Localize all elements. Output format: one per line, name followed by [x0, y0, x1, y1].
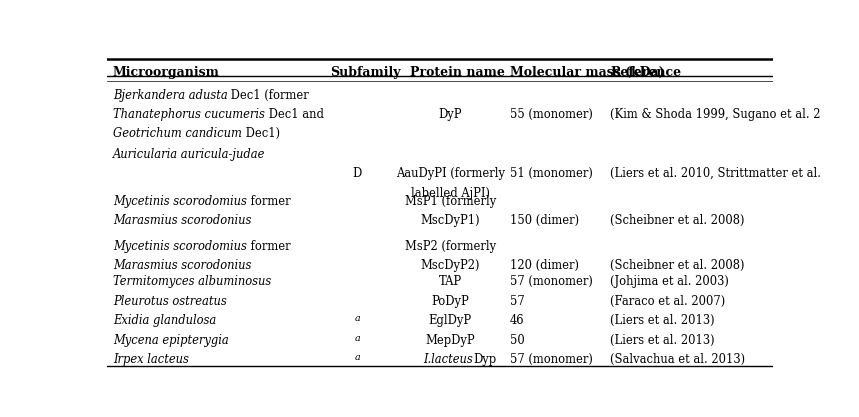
- Text: DyP: DyP: [438, 108, 462, 121]
- Text: 55 (monomer): 55 (monomer): [510, 108, 593, 121]
- Text: MsP1 (formerly: MsP1 (formerly: [405, 195, 496, 208]
- Text: Dec1 (former: Dec1 (former: [228, 88, 309, 102]
- Text: (Salvachua et al. 2013): (Salvachua et al. 2013): [610, 353, 745, 366]
- Text: a: a: [354, 314, 360, 323]
- Text: 57 (monomer): 57 (monomer): [510, 276, 593, 289]
- Text: Mycetinis scorodomius: Mycetinis scorodomius: [113, 240, 247, 253]
- Text: 57 (monomer): 57 (monomer): [510, 353, 593, 366]
- Text: labelled AjPI): labelled AjPI): [411, 186, 490, 199]
- Text: (Scheibner et al. 2008): (Scheibner et al. 2008): [610, 259, 745, 272]
- Text: 57: 57: [510, 295, 525, 308]
- Text: Termitomyces albuminosus: Termitomyces albuminosus: [113, 276, 271, 289]
- Text: 46: 46: [510, 314, 525, 327]
- Text: Subfamily: Subfamily: [331, 66, 401, 79]
- Text: 51 (monomer): 51 (monomer): [510, 167, 593, 180]
- Text: PoDyP: PoDyP: [431, 295, 469, 308]
- Text: a: a: [354, 334, 360, 342]
- Text: (Kim & Shoda 1999, Sugano et al. 2: (Kim & Shoda 1999, Sugano et al. 2: [610, 108, 820, 121]
- Text: MscDyP1): MscDyP1): [420, 214, 480, 227]
- Text: Dec1 and: Dec1 and: [265, 108, 324, 121]
- Text: I.lacteus: I.lacteus: [423, 353, 473, 366]
- Text: AauDyPI (formerly: AauDyPI (formerly: [396, 167, 505, 180]
- Text: (Liers et al. 2010, Strittmatter et al.: (Liers et al. 2010, Strittmatter et al.: [610, 167, 821, 180]
- Text: Mycetinis scorodomius: Mycetinis scorodomius: [113, 195, 247, 208]
- Text: 150 (dimer): 150 (dimer): [510, 214, 579, 227]
- Text: Mycena epipterygia: Mycena epipterygia: [113, 334, 228, 347]
- Text: Dec1): Dec1): [241, 127, 280, 140]
- Text: former: former: [247, 195, 290, 208]
- Text: MscDyP2): MscDyP2): [420, 259, 480, 272]
- Text: 50: 50: [510, 334, 525, 347]
- Text: (Faraco et al. 2007): (Faraco et al. 2007): [610, 295, 725, 308]
- Text: Geotrichum candicum: Geotrichum candicum: [113, 127, 241, 140]
- Text: (Johjima et al. 2003): (Johjima et al. 2003): [610, 276, 729, 289]
- Text: EglDyP: EglDyP: [429, 314, 472, 327]
- Text: D: D: [352, 167, 362, 180]
- Text: Marasmius scorodonius: Marasmius scorodonius: [113, 259, 251, 272]
- Text: (Scheibner et al. 2008): (Scheibner et al. 2008): [610, 214, 745, 227]
- Text: Auricularia auricula-judae: Auricularia auricula-judae: [113, 148, 265, 161]
- Text: Reference: Reference: [610, 66, 681, 79]
- Text: MsP2 (formerly: MsP2 (formerly: [405, 240, 496, 253]
- Text: (Liers et al. 2013): (Liers et al. 2013): [610, 334, 715, 347]
- Text: MepDyP: MepDyP: [425, 334, 475, 347]
- Text: 120 (dimer): 120 (dimer): [510, 259, 579, 272]
- Text: Dyp: Dyp: [473, 353, 497, 366]
- Text: TAP: TAP: [439, 276, 462, 289]
- Text: (Liers et al. 2013): (Liers et al. 2013): [610, 314, 715, 327]
- Text: Bjerkandera adusta: Bjerkandera adusta: [113, 88, 228, 102]
- Text: Exidia glandulosa: Exidia glandulosa: [113, 314, 216, 327]
- Text: Thanatephorus cucumeris: Thanatephorus cucumeris: [113, 108, 265, 121]
- Text: Microorganism: Microorganism: [113, 66, 220, 79]
- Text: a: a: [354, 353, 360, 362]
- Text: Molecular mass (kDa): Molecular mass (kDa): [510, 66, 665, 79]
- Text: Marasmius scorodonius: Marasmius scorodonius: [113, 214, 251, 227]
- Text: Irpex lacteus: Irpex lacteus: [113, 353, 189, 366]
- Text: former: former: [247, 240, 290, 253]
- Text: Pleurotus ostreatus: Pleurotus ostreatus: [113, 295, 227, 308]
- Text: Protein name: Protein name: [411, 66, 505, 79]
